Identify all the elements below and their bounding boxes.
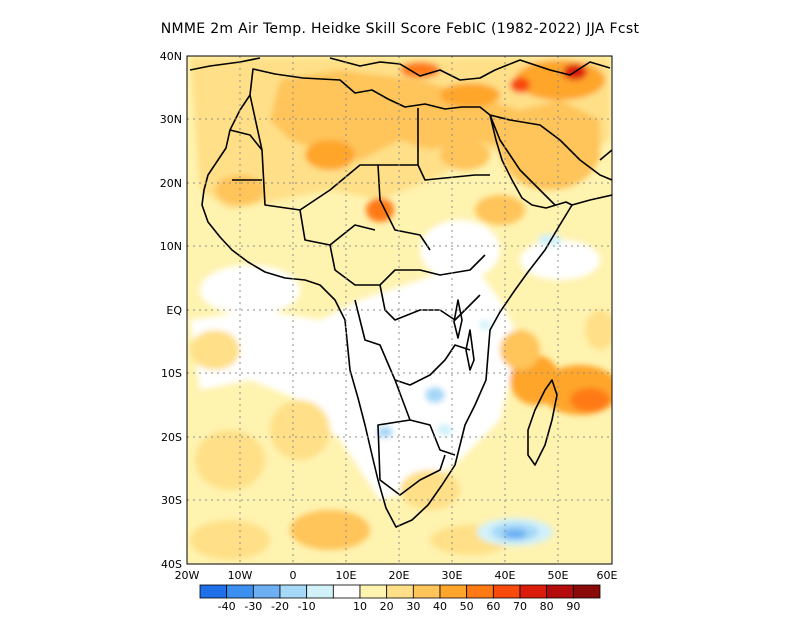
lat-label: EQ xyxy=(166,304,182,317)
colorbar-tick-label: -20 xyxy=(271,600,289,613)
colorbar-swatch xyxy=(332,584,361,599)
colorbar xyxy=(199,584,601,599)
lat-label: 30S xyxy=(161,494,182,507)
colorbar-swatch xyxy=(439,584,468,599)
lat-label: 40N xyxy=(160,50,182,63)
lat-label: 10S xyxy=(161,367,182,380)
colorbar-swatch xyxy=(492,584,521,599)
map-frame xyxy=(186,55,613,565)
colorbar-tick-label: 70 xyxy=(513,600,527,613)
colorbar-swatch xyxy=(412,584,441,599)
lon-label: 30E xyxy=(442,569,463,582)
colorbar-swatch xyxy=(519,584,548,599)
coastlines xyxy=(189,57,612,528)
colorbar-tick-label: -30 xyxy=(244,600,262,613)
lat-label: 20N xyxy=(160,177,182,190)
colorbar-tick-label: 80 xyxy=(540,600,554,613)
colorbar-tick-label: 20 xyxy=(380,600,394,613)
lon-label: 50E xyxy=(548,569,569,582)
lon-label: 40E xyxy=(495,569,516,582)
lon-label: 20W xyxy=(175,569,200,582)
lon-label: 10E xyxy=(336,569,357,582)
colorbar-tick-label: -10 xyxy=(298,600,316,613)
colorbar-tick-label: -40 xyxy=(218,600,236,613)
colorbar-swatch xyxy=(252,584,281,599)
colorbar-tick-label: 40 xyxy=(433,600,447,613)
colorbar-swatch xyxy=(226,584,254,599)
colorbar-swatch xyxy=(572,584,601,599)
colorbar-swatch xyxy=(199,584,228,599)
colorbar-labels: -40 -30 -20 -10 10 20 30 40 50 60 70 80 90 xyxy=(218,600,581,613)
colorbar-swatch xyxy=(306,584,334,599)
lat-label: 10N xyxy=(160,240,182,253)
colorbar-swatch xyxy=(546,584,574,599)
lon-label: 20E xyxy=(389,569,410,582)
lat-axis: 40N 30N 20N 10N EQ 10S 20S 30S 40S xyxy=(160,50,183,571)
colorbar-tick-label: 90 xyxy=(566,600,580,613)
colorbar-swatch xyxy=(279,584,308,599)
map-title: NMME 2m Air Temp. Heidke Skill Score Feb… xyxy=(160,21,640,37)
colorbar-tick-label: 50 xyxy=(460,600,474,613)
lat-label: 40S xyxy=(161,558,182,571)
lat-label: 20S xyxy=(161,431,182,444)
graticule xyxy=(187,56,612,564)
lon-label: 60E xyxy=(597,569,618,582)
lon-label: 10W xyxy=(228,569,253,582)
lat-label: 30N xyxy=(160,113,182,126)
colorbar-tick-label: 30 xyxy=(406,600,420,613)
colorbar-tick-label: 10 xyxy=(353,600,367,613)
colorbar-swatch xyxy=(359,584,388,599)
colorbar-swatch xyxy=(466,584,494,599)
colorbar-swatch xyxy=(386,584,414,599)
lon-axis: 20W 10W 0 10E 20E 30E 40E 50E 60E xyxy=(175,569,618,582)
colorbar-tick-label: 60 xyxy=(486,600,500,613)
lon-label: 0 xyxy=(290,569,297,582)
